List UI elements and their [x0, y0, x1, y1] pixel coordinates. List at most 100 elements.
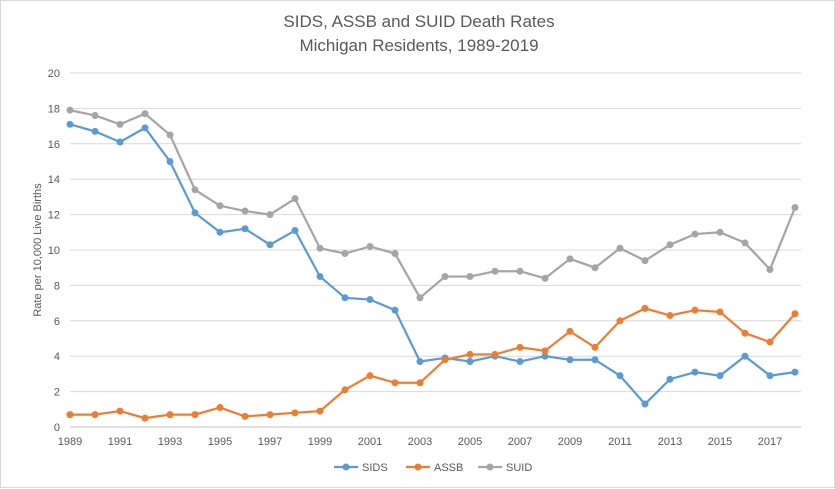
data-point — [66, 411, 74, 419]
data-point — [741, 329, 749, 337]
data-point — [516, 343, 524, 351]
legend-item-suid: SUID — [478, 462, 532, 474]
y-tick-label: 2 — [54, 387, 60, 399]
data-point — [441, 273, 449, 281]
x-tick-label: 2007 — [508, 436, 532, 448]
data-point — [541, 347, 549, 355]
series-line — [69, 123, 796, 406]
data-point — [241, 225, 249, 233]
series-sids — [66, 120, 799, 408]
chart-title: SIDS, ASSB and SUID Death Rates — [283, 12, 554, 31]
series-assb — [66, 304, 799, 422]
x-tick-label: 2015 — [708, 436, 732, 448]
y-tick-label: 4 — [54, 351, 60, 363]
legend-item-assb: ASSB — [406, 462, 463, 474]
data-point — [791, 368, 799, 376]
data-point — [591, 356, 599, 364]
data-point — [166, 411, 174, 419]
data-point — [666, 311, 674, 319]
data-point — [591, 264, 599, 272]
data-point — [416, 358, 424, 366]
data-point — [341, 250, 349, 258]
data-point — [516, 358, 524, 366]
data-point — [141, 414, 149, 422]
data-point — [716, 228, 724, 236]
x-tick-label: 1997 — [258, 436, 282, 448]
data-point — [691, 368, 699, 376]
y-tick-label: 12 — [48, 210, 60, 222]
data-point — [366, 372, 374, 380]
data-point — [766, 372, 774, 380]
legend-marker — [486, 463, 494, 471]
data-point — [466, 358, 474, 366]
data-point — [141, 124, 149, 132]
data-point — [191, 209, 199, 217]
data-point — [141, 110, 149, 118]
data-point — [191, 411, 199, 419]
data-point — [541, 274, 549, 282]
legend-label: SIDS — [362, 462, 388, 474]
data-point — [316, 244, 324, 252]
data-point — [66, 106, 74, 114]
y-tick-label: 6 — [54, 316, 60, 328]
y-tick-label: 8 — [54, 280, 60, 292]
data-point — [641, 304, 649, 312]
data-point — [491, 350, 499, 358]
data-point — [366, 242, 374, 250]
data-point — [316, 407, 324, 415]
data-point — [641, 400, 649, 408]
data-point — [216, 202, 224, 210]
data-point — [341, 294, 349, 302]
data-point — [666, 241, 674, 249]
data-point — [616, 317, 624, 325]
data-point — [166, 131, 174, 139]
data-point — [641, 257, 649, 265]
x-tick-label: 2003 — [408, 436, 432, 448]
data-point — [566, 327, 574, 335]
x-tick-label: 2001 — [358, 436, 382, 448]
data-point — [266, 241, 274, 249]
data-point — [416, 379, 424, 387]
data-point — [316, 273, 324, 281]
y-tick-label: 0 — [54, 422, 60, 434]
x-tick-label: 2013 — [658, 436, 682, 448]
data-point — [791, 310, 799, 318]
data-point — [616, 372, 624, 380]
data-point — [566, 356, 574, 364]
data-point — [191, 186, 199, 194]
y-axis-label: Rate per 10,000 Live Births — [32, 183, 44, 317]
data-point — [116, 407, 124, 415]
x-tick-label: 2005 — [458, 436, 482, 448]
data-point — [491, 267, 499, 275]
data-point — [591, 343, 599, 351]
data-point — [666, 375, 674, 383]
data-point — [766, 265, 774, 273]
data-point — [691, 306, 699, 314]
y-tick-label: 16 — [48, 139, 60, 151]
y-tick-label: 10 — [48, 245, 60, 257]
data-point — [291, 195, 299, 203]
data-point — [566, 255, 574, 263]
data-point — [116, 120, 124, 128]
data-point — [766, 338, 774, 346]
data-point — [691, 230, 699, 238]
data-point — [216, 228, 224, 236]
legend-marker — [414, 463, 422, 471]
x-tick-label: 1991 — [108, 436, 132, 448]
series-suid — [66, 106, 799, 302]
legend-marker — [342, 463, 350, 471]
x-tick-label: 2009 — [558, 436, 582, 448]
data-point — [341, 386, 349, 394]
legend-item-sids: SIDS — [334, 462, 388, 474]
series-line — [70, 307, 796, 420]
data-point — [91, 111, 99, 119]
data-point — [91, 127, 99, 135]
data-point — [741, 239, 749, 247]
data-point — [366, 296, 374, 304]
data-point — [616, 244, 624, 252]
data-point — [791, 204, 799, 212]
legend-label: SUID — [506, 462, 532, 474]
data-point — [66, 120, 74, 128]
